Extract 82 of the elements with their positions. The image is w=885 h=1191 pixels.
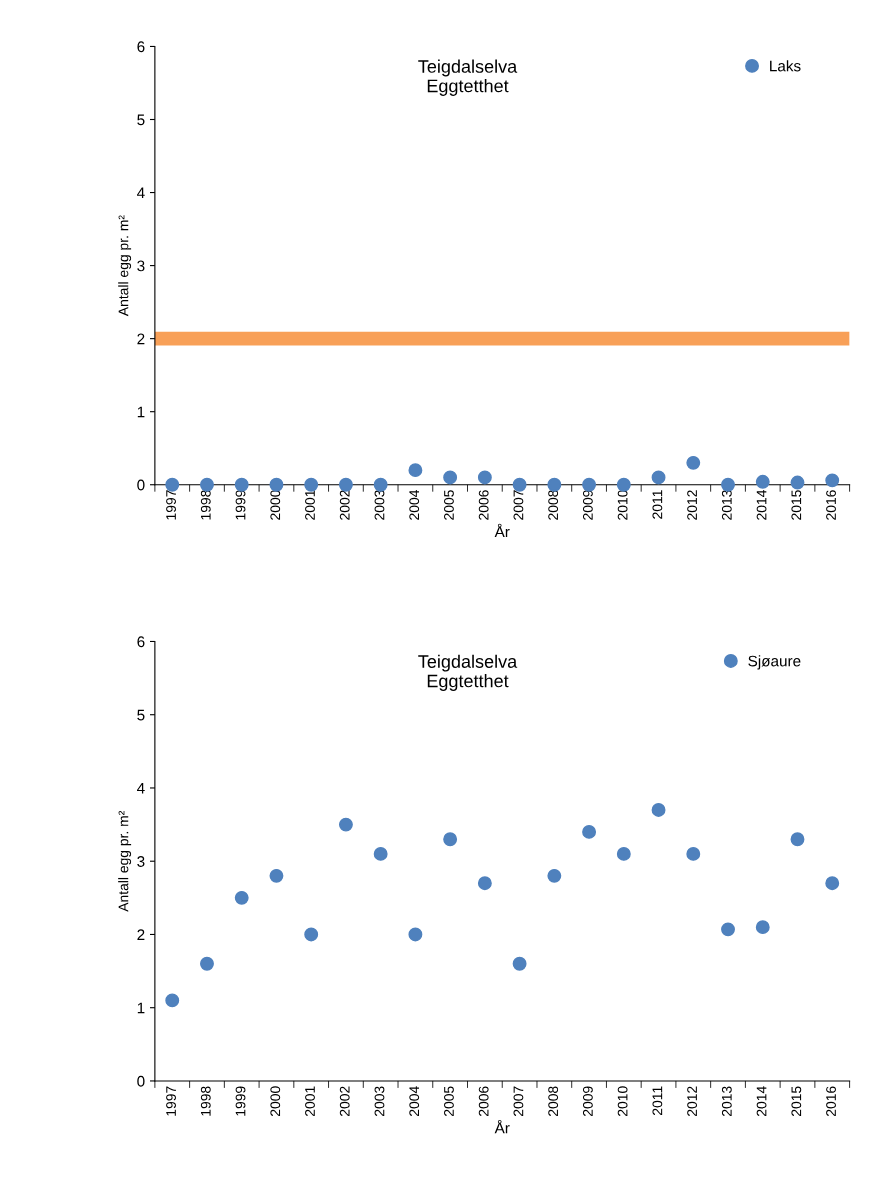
point [616, 846, 631, 861]
x-tick-label: 1999 [235, 1086, 246, 1116]
y-tick-label: 6 [137, 41, 145, 53]
x-tick-label: 2003 [374, 490, 385, 520]
point [165, 993, 180, 1008]
point [651, 802, 666, 817]
x-tick-label: 2004 [409, 490, 420, 520]
y-tick-label: 5 [137, 114, 145, 126]
y-tick-label: 3 [137, 260, 145, 272]
point [200, 956, 214, 971]
x-tick-label: 2007 [513, 490, 524, 520]
y-axis-title: Antall egg pr. m² [118, 215, 132, 317]
point [304, 927, 319, 942]
legend-label: Sjøaure [748, 655, 801, 670]
y-tick-label: 1 [137, 406, 145, 418]
x-tick-label: 2015 [791, 490, 802, 520]
x-tick-label: 2004 [409, 1086, 420, 1117]
point [825, 876, 840, 891]
x-tick-label: 2012 [687, 490, 698, 520]
point [790, 832, 805, 847]
x-tick-label: 2012 [687, 1086, 698, 1117]
y-tick-label: 0 [137, 479, 145, 491]
x-axis-title: År [494, 523, 510, 538]
x-tick-label: 1998 [200, 1086, 211, 1116]
x-tick-label: 2013 [721, 1086, 732, 1117]
x-tick-label: 2014 [756, 490, 767, 520]
x-tick-label: 2014 [756, 1086, 767, 1117]
text: Teigdalselva Eggtetthet [418, 59, 518, 96]
y-tick-label: 4 [137, 782, 145, 794]
y-tick-label: 4 [137, 187, 145, 199]
y-tick-label: 2 [137, 929, 145, 940]
x-tick-label: 2001 [305, 1086, 315, 1117]
point [582, 824, 597, 839]
x-tick-label: 2016 [826, 1086, 836, 1117]
x-tick-label: 1997 [166, 490, 176, 520]
x-tick-label: 2009 [582, 1086, 593, 1117]
x-tick-label: 2006 [478, 490, 489, 520]
point [477, 876, 492, 891]
x-tick-label: 2005 [444, 490, 454, 520]
x-tick-label: 2010 [617, 490, 628, 520]
x-tick-label: 2000 [270, 490, 281, 520]
y-tick-label: 1 [137, 1002, 145, 1014]
x-axis-title: År [494, 1119, 510, 1134]
y-tick-label: 0 [137, 1075, 145, 1087]
x-tick-label: 2003 [374, 1086, 385, 1117]
x-tick-label: 2002 [339, 490, 350, 520]
y-axis-title: Antall egg pr. m² [118, 810, 132, 912]
point [269, 868, 284, 883]
point [686, 846, 701, 861]
y-tick-label: 3 [137, 856, 145, 867]
point [547, 868, 562, 883]
x-tick-label: 1997 [166, 1086, 176, 1116]
x-tick-label: 2009 [582, 490, 593, 520]
y-tick-label: 5 [137, 709, 145, 721]
point [234, 890, 249, 905]
x-tick-label: 2001 [305, 490, 315, 520]
point [338, 817, 353, 832]
point [755, 920, 770, 935]
x-tick-label: 2011 [652, 490, 663, 519]
y-tick-label: 6 [137, 636, 145, 648]
point [443, 832, 458, 847]
point [408, 927, 423, 942]
point [512, 956, 527, 971]
x-tick-label: 2008 [548, 1086, 559, 1117]
point [721, 922, 735, 937]
x-tick-label: 2010 [617, 1086, 628, 1117]
x-tick-label: 2000 [270, 1086, 281, 1117]
x-tick-label: 2002 [339, 1086, 350, 1117]
x-tick-label: 1999 [235, 490, 246, 520]
legend-label: Laks [770, 60, 801, 72]
x-tick-label: 2006 [478, 1086, 489, 1117]
x-tick-label: 2015 [791, 1086, 802, 1117]
x-tick-label: 1998 [200, 490, 211, 520]
x-tick-label: 2007 [513, 1086, 524, 1117]
x-tick-label: 2008 [548, 490, 559, 520]
text: Teigdalselva Eggtetthet [418, 654, 518, 691]
point [373, 846, 388, 861]
x-tick-label: 2016 [826, 490, 836, 520]
x-tick-label: 2005 [444, 1086, 454, 1117]
y-tick-label: 2 [137, 333, 145, 345]
x-tick-label: 2013 [721, 490, 732, 520]
x-tick-label: 2011 [652, 1086, 663, 1115]
